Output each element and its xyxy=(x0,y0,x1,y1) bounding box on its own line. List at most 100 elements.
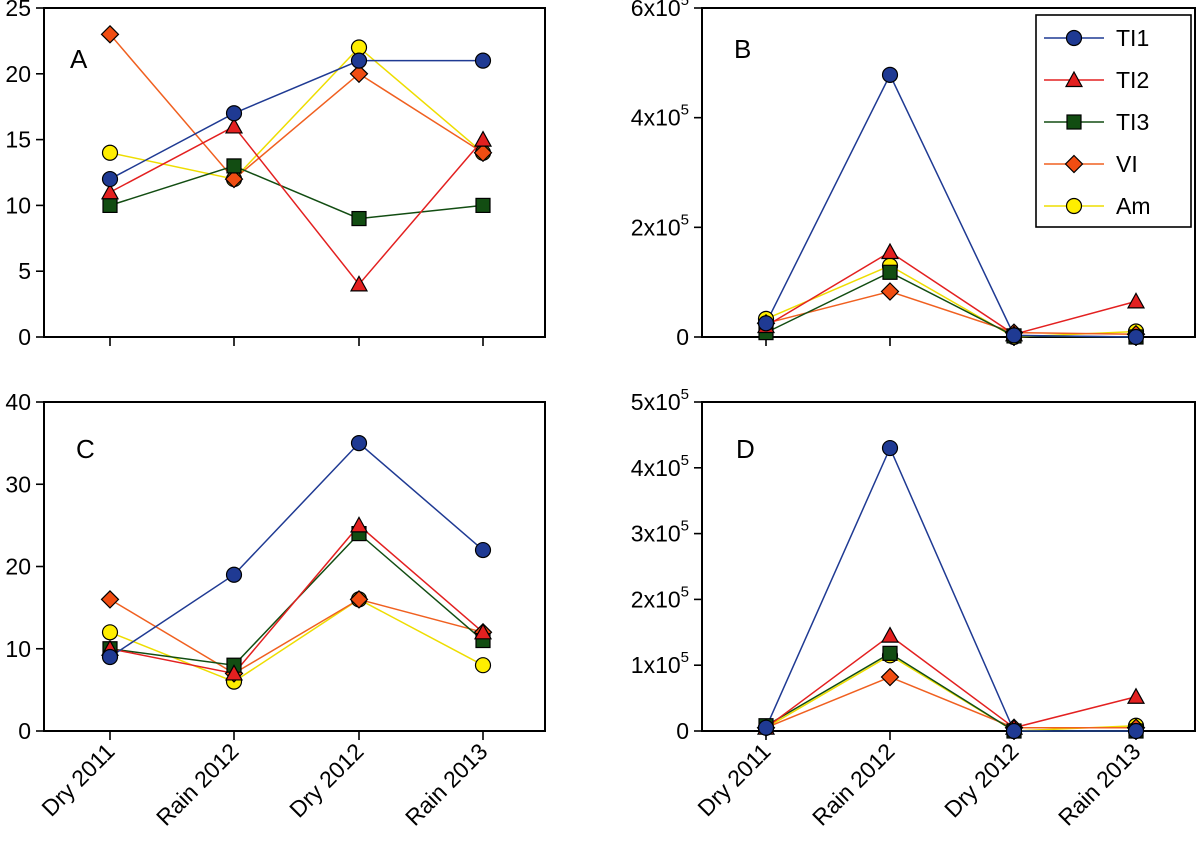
series-line-vi xyxy=(765,676,1136,729)
series-line-ti1 xyxy=(109,59,483,180)
data-point-ti2 xyxy=(224,117,244,134)
x-tick-label: Rain 2012 xyxy=(151,738,244,831)
data-point-ti1 xyxy=(1005,722,1023,740)
data-point-ti2 xyxy=(880,242,900,260)
data-point-ti2 xyxy=(473,130,493,147)
data-point-ti1 xyxy=(757,315,775,332)
data-point-ti1 xyxy=(350,52,368,69)
y-tick-label: 30 xyxy=(5,471,31,497)
data-point-am xyxy=(474,657,492,674)
panel-c: C 0 10 20 30 40 Dry 2011 Rain 2012 Dry 2012 Rain … xyxy=(5,389,546,831)
data-point-ti1 xyxy=(1127,722,1145,740)
series-line-am xyxy=(765,264,1137,338)
data-point-ti1 xyxy=(474,541,492,559)
data-point-ti1 xyxy=(1005,327,1023,344)
legend-marker-vi xyxy=(1064,154,1084,174)
legend-label-ti3: TI3 xyxy=(1116,109,1149,135)
y-tick-label: 2x105 xyxy=(631,583,689,612)
y-tick-label: 0 xyxy=(676,718,689,744)
data-point-ti2 xyxy=(473,623,493,640)
data-point-ti3 xyxy=(882,645,898,661)
panel-label: B xyxy=(734,34,751,64)
data-point-ti1 xyxy=(881,66,899,83)
y-tick-label: 10 xyxy=(5,192,31,218)
plot-frame xyxy=(43,7,546,338)
x-tick-label: Dry 2012 xyxy=(284,738,368,822)
panel-a: A 0 5 10 15 20 25 xyxy=(5,0,546,350)
legend-label-ti2: TI2 xyxy=(1116,67,1149,93)
plot-frame xyxy=(701,7,1196,338)
y-tick-label: 0 xyxy=(18,324,31,350)
x-tick-label: Rain 2013 xyxy=(400,738,493,831)
data-point-ti1 xyxy=(101,648,119,666)
data-point-ti3 xyxy=(475,197,491,213)
data-point-vi xyxy=(880,667,900,687)
plot-frame xyxy=(43,401,546,732)
data-point-ti1 xyxy=(101,170,119,188)
series-line-vi xyxy=(109,598,484,675)
series-line-ti2 xyxy=(109,125,484,286)
data-point-ti2 xyxy=(880,626,900,643)
y-tick-label: 5 xyxy=(18,258,31,284)
data-point-ti2 xyxy=(100,182,120,200)
legend-marker-ti2 xyxy=(1064,70,1084,88)
y-tick-label: 0 xyxy=(676,324,689,350)
panel-label: A xyxy=(70,44,88,74)
data-point-vi xyxy=(880,282,900,301)
y-tick-label: 2x105 xyxy=(631,211,689,240)
data-point-ti1 xyxy=(225,105,243,122)
data-point-am xyxy=(101,144,119,161)
y-tick-label: 20 xyxy=(5,61,31,87)
y-tick-label: 20 xyxy=(5,554,31,580)
legend: TI1 TI2 TI3 VI Am xyxy=(1035,14,1192,228)
series-line-ti2 xyxy=(109,524,484,675)
series-line-ti2 xyxy=(765,634,1137,729)
data-point-vi xyxy=(473,143,493,163)
series-line-ti3 xyxy=(765,652,1136,732)
data-point-vi xyxy=(100,24,120,44)
y-tick-label: 4x105 xyxy=(631,102,689,131)
y-tick-label: 40 xyxy=(5,389,31,415)
data-point-ti3 xyxy=(102,197,118,213)
series-line-am xyxy=(109,46,484,180)
x-tick-label: Dry 2011 xyxy=(36,738,119,821)
plot-frame xyxy=(701,401,1196,732)
y-tick-label: 10 xyxy=(5,636,31,662)
series-line-vi xyxy=(765,290,1137,336)
data-point-vi xyxy=(100,590,120,609)
legend-marker-am xyxy=(1065,197,1083,215)
data-point-ti2 xyxy=(1126,292,1146,309)
data-point-ti3 xyxy=(226,158,242,174)
y-tick-label: 4x105 xyxy=(631,452,689,481)
y-tick-label: 1x105 xyxy=(631,649,689,678)
data-point-ti1 xyxy=(1127,328,1145,346)
legend-marker-ti3 xyxy=(1066,114,1082,130)
x-tick-label: Dry 2012 xyxy=(939,738,1023,822)
series-line-ti3 xyxy=(109,165,484,220)
legend-box xyxy=(1035,14,1192,228)
data-point-vi xyxy=(349,64,369,84)
y-tick-label: 0 xyxy=(18,718,31,744)
series-line-ti1 xyxy=(765,446,1136,732)
data-point-ti1 xyxy=(757,719,775,736)
data-point-vi xyxy=(349,590,369,609)
data-point-ti2 xyxy=(349,516,369,533)
series-line-ti2 xyxy=(765,251,1137,336)
x-tick-label: Rain 2012 xyxy=(807,738,900,831)
series-line-vi xyxy=(109,33,484,181)
y-tick-label: 5x105 xyxy=(631,386,689,415)
series-line-ti3 xyxy=(765,271,1137,338)
x-tick-label: Dry 2011 xyxy=(692,738,775,821)
data-point-ti2 xyxy=(224,664,244,681)
data-point-ti1 xyxy=(350,435,368,452)
data-point-ti3 xyxy=(882,264,898,280)
x-tick-label: Rain 2013 xyxy=(1053,738,1146,831)
series-line-ti1 xyxy=(109,442,484,658)
panel-label: C xyxy=(76,434,95,464)
data-point-ti3 xyxy=(351,210,367,227)
series-line-am xyxy=(109,598,484,683)
y-tick-label: 15 xyxy=(5,127,31,153)
y-tick-label: 25 xyxy=(5,0,31,21)
y-tick-label: 3x105 xyxy=(631,518,689,547)
